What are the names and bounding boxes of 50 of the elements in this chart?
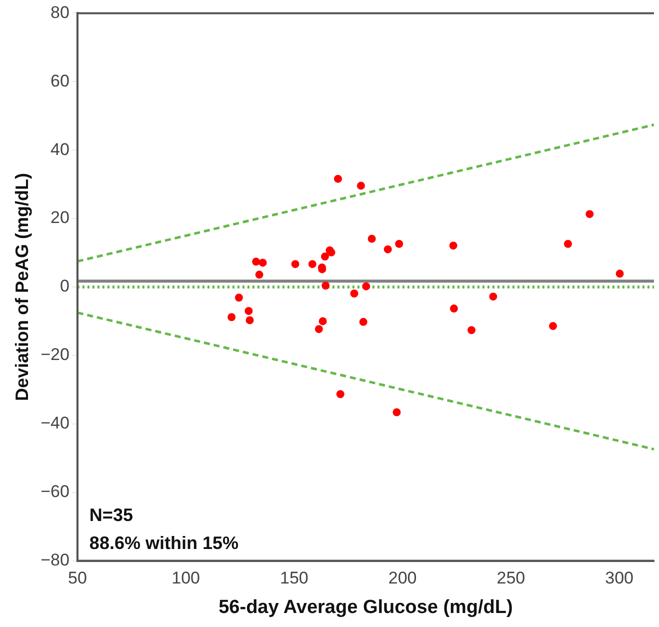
point xyxy=(548,322,557,330)
point xyxy=(395,240,404,248)
point xyxy=(616,270,624,278)
point xyxy=(489,292,498,301)
point xyxy=(362,282,370,290)
x-tick-label: 250 xyxy=(496,568,526,588)
annotation: N=35 xyxy=(89,504,133,525)
point xyxy=(291,260,300,268)
y-tick-label: 80 xyxy=(50,2,70,22)
point xyxy=(392,408,401,416)
annotation: 88.6% within 15% xyxy=(89,532,238,553)
point xyxy=(586,210,594,218)
y-tick-label: −20 xyxy=(40,345,70,364)
point xyxy=(334,174,342,183)
point xyxy=(234,294,243,302)
point xyxy=(252,258,260,266)
y-tick-label: −40 xyxy=(40,414,70,433)
point xyxy=(255,270,264,279)
point xyxy=(359,318,368,326)
y-tick-label: −60 xyxy=(40,482,70,502)
y-tick-label: 20 xyxy=(50,208,70,228)
x-tick-label: 200 xyxy=(388,568,417,588)
point xyxy=(368,234,376,243)
point xyxy=(318,317,327,326)
point xyxy=(308,260,316,268)
point xyxy=(564,240,572,248)
point xyxy=(336,390,344,398)
point xyxy=(467,326,476,334)
point xyxy=(246,316,254,324)
x-tick-label: 300 xyxy=(605,568,634,588)
y-axis-title: Deviation of PeAG (mg/dL) xyxy=(12,172,32,402)
x-tick-label: 100 xyxy=(172,568,200,588)
point xyxy=(449,242,458,250)
x-axis-title: 56-day Average Glucose (mg/dL) xyxy=(218,596,513,618)
point xyxy=(450,304,458,313)
point xyxy=(322,282,330,290)
point xyxy=(356,182,365,190)
point xyxy=(350,290,358,298)
x-tick-label: 150 xyxy=(280,568,308,588)
y-tick-label: 60 xyxy=(50,71,70,90)
y-tick-label: 40 xyxy=(50,140,70,159)
y-tick-label: −80 xyxy=(40,550,70,570)
point xyxy=(320,252,329,261)
point xyxy=(314,325,323,334)
point xyxy=(258,258,267,267)
x-tick-label: 50 xyxy=(68,568,87,588)
point xyxy=(384,245,392,254)
point xyxy=(244,306,253,315)
point xyxy=(228,313,236,322)
y-tick-label: 0 xyxy=(60,276,70,296)
